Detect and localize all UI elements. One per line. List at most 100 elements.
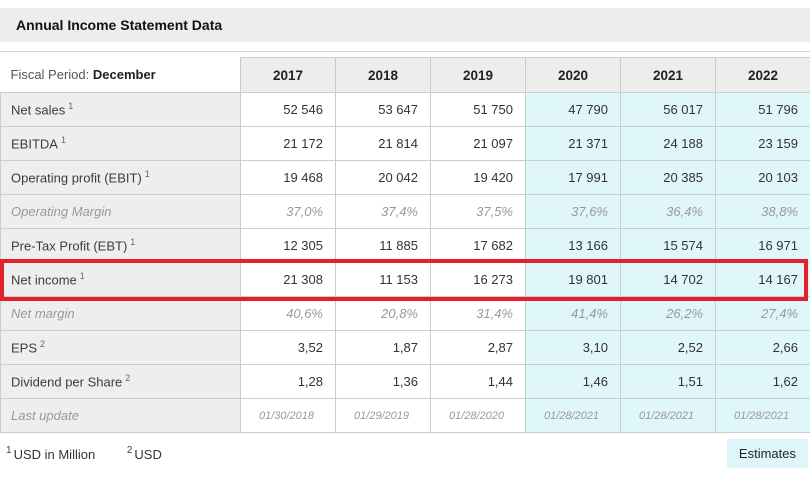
footnote-ref: 1 xyxy=(145,169,150,179)
cell-last-update-2020: 01/28/2021 xyxy=(526,399,621,433)
cell-operating-profit-2018: 20 042 xyxy=(336,161,431,195)
cell-net-margin-2020: 41,4% xyxy=(526,297,621,331)
cell-ebitda-2019: 21 097 xyxy=(431,127,526,161)
cell-ebitda-2021: 24 188 xyxy=(621,127,716,161)
cell-operating-margin-2020: 37,6% xyxy=(526,195,621,229)
cell-net-sales-2019: 51 750 xyxy=(431,93,526,127)
year-header-2021: 2021 xyxy=(621,58,716,93)
cell-eps-2019: 2,87 xyxy=(431,331,526,365)
cell-operating-profit-2020: 17 991 xyxy=(526,161,621,195)
cell-ebitda-2022: 23 159 xyxy=(716,127,810,161)
row-label-net-margin: Net margin xyxy=(1,297,241,331)
cell-net-income-2017: 21 308 xyxy=(241,263,336,297)
year-header-2018: 2018 xyxy=(336,58,431,93)
cell-net-income-2018: 11 153 xyxy=(336,263,431,297)
cell-operating-margin-2017: 37,0% xyxy=(241,195,336,229)
cell-pretax-profit-2019: 17 682 xyxy=(431,229,526,263)
fiscal-period-label: Fiscal Period: xyxy=(11,67,90,82)
cell-net-sales-2017: 52 546 xyxy=(241,93,336,127)
footnote-ref: 1 xyxy=(68,101,73,111)
footnote-text-2: USD xyxy=(134,447,161,462)
fiscal-period-value: December xyxy=(93,67,156,82)
year-header-2017: 2017 xyxy=(241,58,336,93)
cell-dividend-per-share-2017: 1,28 xyxy=(241,365,336,399)
cell-operating-profit-2021: 20 385 xyxy=(621,161,716,195)
row-label-operating-profit: Operating profit (EBIT)1 xyxy=(1,161,241,195)
cell-net-margin-2021: 26,2% xyxy=(621,297,716,331)
footnote-sup-1: 1 xyxy=(6,445,12,456)
cell-net-sales-2022: 51 796 xyxy=(716,93,810,127)
cell-ebitda-2020: 21 371 xyxy=(526,127,621,161)
cell-operating-margin-2021: 36,4% xyxy=(621,195,716,229)
cell-net-margin-2017: 40,6% xyxy=(241,297,336,331)
footnote-ref: 1 xyxy=(61,135,66,145)
cell-pretax-profit-2021: 15 574 xyxy=(621,229,716,263)
cell-ebitda-2017: 21 172 xyxy=(241,127,336,161)
row-label-operating-margin: Operating Margin xyxy=(1,195,241,229)
cell-net-margin-2019: 31,4% xyxy=(431,297,526,331)
cell-net-income-2021: 14 702 xyxy=(621,263,716,297)
cell-last-update-2022: 01/28/2021 xyxy=(716,399,810,433)
cell-net-sales-2021: 56 017 xyxy=(621,93,716,127)
cell-eps-2020: 3,10 xyxy=(526,331,621,365)
footnote-ref: 1 xyxy=(130,237,135,247)
cell-dividend-per-share-2021: 1,51 xyxy=(621,365,716,399)
cell-pretax-profit-2022: 16 971 xyxy=(716,229,810,263)
cell-dividend-per-share-2020: 1,46 xyxy=(526,365,621,399)
cell-net-income-2019: 16 273 xyxy=(431,263,526,297)
row-label-pretax-profit: Pre-Tax Profit (EBT)1 xyxy=(1,229,241,263)
footnote-ref: 1 xyxy=(80,271,85,281)
cell-eps-2018: 1,87 xyxy=(336,331,431,365)
cell-operating-margin-2019: 37,5% xyxy=(431,195,526,229)
cell-ebitda-2018: 21 814 xyxy=(336,127,431,161)
year-header-2020: 2020 xyxy=(526,58,621,93)
cell-dividend-per-share-2022: 1,62 xyxy=(716,365,810,399)
cell-pretax-profit-2020: 13 166 xyxy=(526,229,621,263)
cell-net-margin-2022: 27,4% xyxy=(716,297,810,331)
cell-net-sales-2020: 47 790 xyxy=(526,93,621,127)
cell-operating-profit-2022: 20 103 xyxy=(716,161,810,195)
footnote-sup-2: 2 xyxy=(127,445,133,456)
cell-dividend-per-share-2019: 1,44 xyxy=(431,365,526,399)
cell-eps-2017: 3,52 xyxy=(241,331,336,365)
cell-dividend-per-share-2018: 1,36 xyxy=(336,365,431,399)
cell-net-income-2022: 14 167 xyxy=(716,263,810,297)
cell-net-sales-2018: 53 647 xyxy=(336,93,431,127)
cell-net-income-2020: 19 801 xyxy=(526,263,621,297)
cell-operating-profit-2017: 19 468 xyxy=(241,161,336,195)
estimates-badge: Estimates xyxy=(727,439,808,468)
cell-last-update-2017: 01/30/2018 xyxy=(241,399,336,433)
year-header-2019: 2019 xyxy=(431,58,526,93)
footnote-ref: 2 xyxy=(125,373,130,383)
fiscal-period-header: Fiscal Period: December xyxy=(1,58,241,93)
cell-net-margin-2018: 20,8% xyxy=(336,297,431,331)
cell-pretax-profit-2017: 12 305 xyxy=(241,229,336,263)
cell-pretax-profit-2018: 11 885 xyxy=(336,229,431,263)
cell-operating-margin-2018: 37,4% xyxy=(336,195,431,229)
cell-eps-2022: 2,66 xyxy=(716,331,810,365)
title-divider xyxy=(0,51,810,52)
footnote-text-1: USD in Million xyxy=(14,447,96,462)
row-label-last-update: Last update xyxy=(1,399,241,433)
cell-last-update-2021: 01/28/2021 xyxy=(621,399,716,433)
footnote-ref: 2 xyxy=(40,339,45,349)
